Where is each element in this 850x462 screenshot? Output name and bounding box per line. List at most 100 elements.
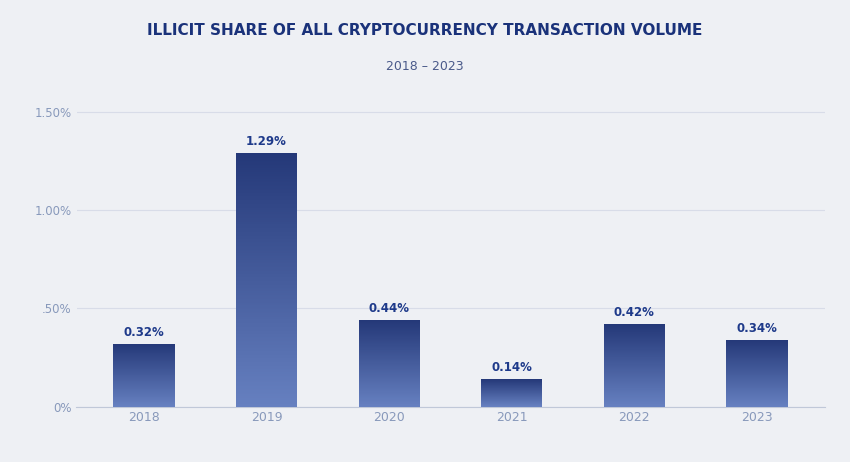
Bar xyxy=(236,227,298,228)
Bar xyxy=(236,347,298,348)
Bar xyxy=(236,242,298,243)
Bar xyxy=(236,265,298,266)
Bar xyxy=(236,170,298,171)
Bar xyxy=(236,376,298,377)
Bar xyxy=(236,319,298,321)
Bar xyxy=(236,179,298,180)
Bar xyxy=(236,277,298,279)
Bar xyxy=(236,249,298,251)
Bar xyxy=(236,375,298,376)
Text: 0.42%: 0.42% xyxy=(614,306,654,319)
Bar xyxy=(236,154,298,156)
Bar xyxy=(236,164,298,166)
Bar xyxy=(236,301,298,303)
Bar xyxy=(236,353,298,355)
Bar xyxy=(236,186,298,188)
Bar xyxy=(236,326,298,327)
Bar xyxy=(236,219,298,220)
Bar xyxy=(236,153,298,154)
Bar xyxy=(236,398,298,399)
Bar xyxy=(236,386,298,388)
Bar xyxy=(236,214,298,215)
Bar xyxy=(236,189,298,190)
Bar xyxy=(236,274,298,275)
Bar xyxy=(236,225,298,227)
Bar xyxy=(236,280,298,281)
Bar xyxy=(236,355,298,356)
Bar xyxy=(236,222,298,223)
Bar xyxy=(236,342,298,343)
Bar xyxy=(236,198,298,199)
Bar xyxy=(236,351,298,352)
Bar xyxy=(236,268,298,270)
Bar xyxy=(236,177,298,179)
Bar xyxy=(236,348,298,350)
Bar xyxy=(236,322,298,323)
Bar xyxy=(236,285,298,286)
Bar xyxy=(236,289,298,290)
Bar xyxy=(236,176,298,177)
Bar xyxy=(236,233,298,234)
Bar xyxy=(236,309,298,310)
Text: 0.34%: 0.34% xyxy=(737,322,778,335)
Bar xyxy=(236,308,298,309)
Bar xyxy=(236,328,298,329)
Bar xyxy=(236,205,298,207)
Bar xyxy=(236,167,298,169)
Bar xyxy=(236,196,298,198)
Bar xyxy=(236,282,298,284)
Bar xyxy=(236,184,298,185)
Bar xyxy=(236,263,298,265)
Bar xyxy=(236,370,298,371)
Bar xyxy=(236,171,298,172)
Bar xyxy=(236,316,298,318)
Bar xyxy=(236,395,298,396)
Bar xyxy=(236,229,298,231)
Bar xyxy=(236,384,298,385)
Bar xyxy=(236,200,298,201)
Bar xyxy=(236,204,298,205)
Bar xyxy=(236,174,298,175)
Bar xyxy=(236,396,298,398)
Bar xyxy=(236,383,298,384)
Bar xyxy=(236,300,298,301)
Bar xyxy=(236,338,298,340)
Bar xyxy=(236,195,298,196)
Bar xyxy=(236,294,298,295)
Bar xyxy=(236,190,298,191)
Bar xyxy=(236,207,298,208)
Bar xyxy=(236,314,298,316)
Bar xyxy=(236,333,298,334)
Bar xyxy=(236,284,298,285)
Bar xyxy=(236,253,298,255)
Bar xyxy=(236,393,298,394)
Text: ILLICIT SHARE OF ALL CRYPTOCURRENCY TRANSACTION VOLUME: ILLICIT SHARE OF ALL CRYPTOCURRENCY TRAN… xyxy=(147,23,703,38)
Bar xyxy=(236,391,298,393)
Bar xyxy=(236,337,298,338)
Bar xyxy=(236,262,298,263)
Bar xyxy=(236,247,298,248)
Bar xyxy=(236,158,298,159)
Bar xyxy=(236,357,298,359)
Bar xyxy=(236,201,298,203)
Bar xyxy=(236,258,298,260)
Bar xyxy=(236,172,298,174)
Bar xyxy=(236,405,298,407)
Bar xyxy=(236,267,298,268)
Bar xyxy=(236,305,298,306)
Bar xyxy=(236,241,298,242)
Bar xyxy=(236,332,298,333)
Bar xyxy=(236,239,298,241)
Bar xyxy=(236,324,298,326)
Bar xyxy=(236,364,298,365)
Bar xyxy=(236,279,298,280)
Bar xyxy=(236,275,298,276)
Bar xyxy=(236,236,298,237)
Bar xyxy=(236,350,298,351)
Bar xyxy=(236,306,298,308)
Bar xyxy=(236,256,298,257)
Bar xyxy=(236,327,298,328)
Bar xyxy=(236,379,298,380)
Bar xyxy=(236,237,298,238)
Bar xyxy=(236,298,298,299)
